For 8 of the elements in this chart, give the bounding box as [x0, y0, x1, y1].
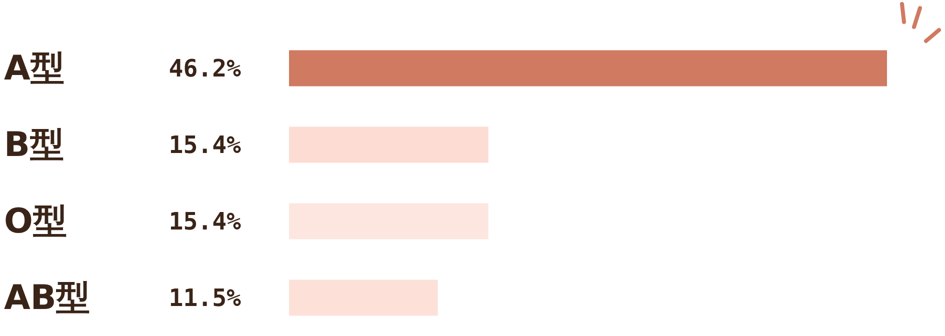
data-label: 15.4% — [168, 207, 242, 236]
y-tick-label: B型 — [4, 124, 64, 165]
y-tick-label: A型 — [4, 48, 64, 88]
data-label: 15.4% — [168, 130, 242, 159]
data-label: 46.2% — [168, 54, 242, 82]
y-tick-label: O型 — [4, 201, 67, 242]
y-tick-label: AB型 — [4, 278, 90, 318]
data-label: 11.5% — [168, 284, 242, 312]
